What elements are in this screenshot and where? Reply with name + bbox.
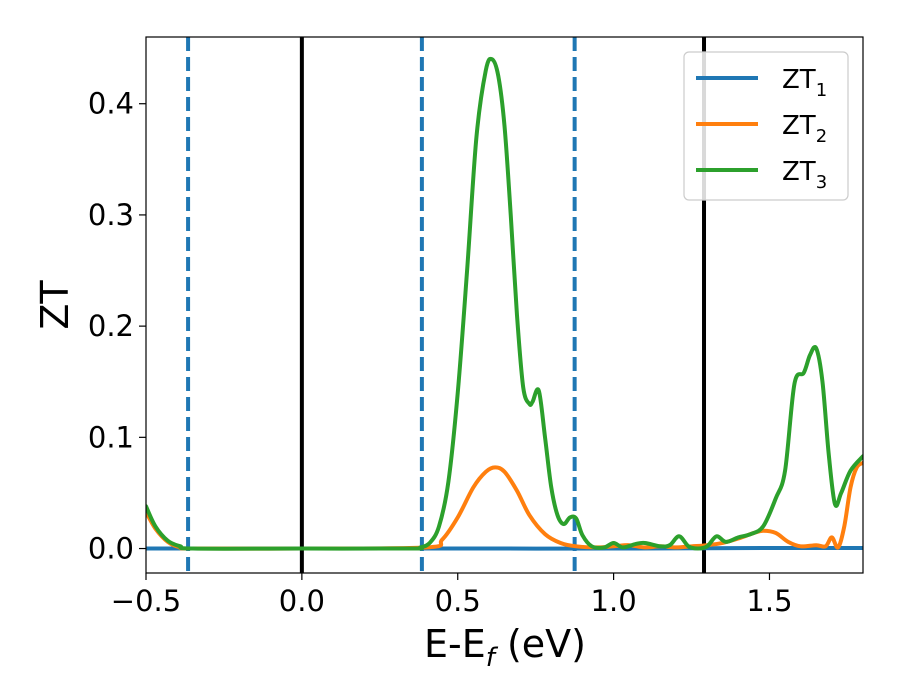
y-tick-label: 0.2 [88, 309, 134, 343]
legend-label-zt2: ZT2 [782, 111, 827, 147]
y-tick-label: 0.0 [88, 532, 134, 566]
x-axis-label-unit: (eV) [495, 622, 586, 666]
y-tick-label: 0.3 [88, 198, 134, 232]
legend-label-zt1: ZT1 [782, 65, 827, 101]
legend-box [683, 51, 849, 201]
legend: ZT1 ZT2 ZT3 [683, 51, 849, 201]
x-axis-label: E-Ef (eV) [424, 622, 586, 673]
plot-frame [145, 36, 864, 574]
x-tick-label: 0.5 [435, 584, 481, 618]
x-axis-ticks: −0.5 0.0 0.5 1.0 1.5 [111, 573, 793, 618]
series-line-zt3 [146, 56, 863, 551]
plot-content [146, 37, 863, 573]
y-tick-label: 0.1 [88, 420, 134, 454]
x-tick-label: 1.0 [591, 584, 637, 618]
legend-label-zt3: ZT3 [782, 157, 827, 193]
y-tick-label: 0.4 [88, 87, 134, 121]
y-axis-ticks: 0.0 0.1 0.2 0.3 0.4 [88, 87, 146, 566]
x-axis-label-main: E-E [424, 622, 486, 666]
x-tick-label: −0.5 [111, 584, 181, 618]
y-axis-label: ZT [33, 280, 77, 330]
x-tick-label: 0.0 [279, 584, 325, 618]
x-tick-label: 1.5 [746, 584, 792, 618]
plot-area [145, 36, 864, 574]
series-line-zt2 [146, 460, 863, 551]
